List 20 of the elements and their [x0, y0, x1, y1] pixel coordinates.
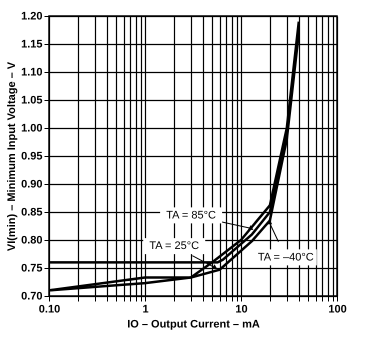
y-tick-label: 0.75	[21, 262, 42, 274]
x-tick-label: 100	[328, 304, 347, 316]
y-tick-label: 0.85	[21, 206, 42, 218]
y-tick-label: 0.95	[21, 150, 42, 162]
y-tick-label: 1.05	[21, 94, 42, 106]
x-axis-title: IO – Output Current – mA	[127, 318, 260, 330]
annotation: TA = 25°C	[149, 240, 200, 252]
x-tick-label: 0.10	[38, 304, 60, 316]
y-axis-title: VI(min) – Minimum Input Voltage – V	[6, 61, 18, 252]
annotation: TA = –40°C	[258, 251, 314, 264]
y-tick-label: 0.90	[21, 178, 42, 190]
y-tick-label: 1.10	[21, 66, 42, 78]
y-tick-label: 1.00	[21, 122, 42, 134]
x-tick-label: 1	[142, 304, 149, 316]
x-tick-label: 10	[235, 304, 248, 316]
y-tick-label: 1.20	[21, 10, 42, 22]
y-tick-label: 0.70	[21, 290, 42, 302]
annotation: TA = 85°C	[166, 209, 216, 222]
y-tick-label: 1.15	[21, 38, 42, 50]
y-tick-label: 0.80	[21, 234, 42, 246]
